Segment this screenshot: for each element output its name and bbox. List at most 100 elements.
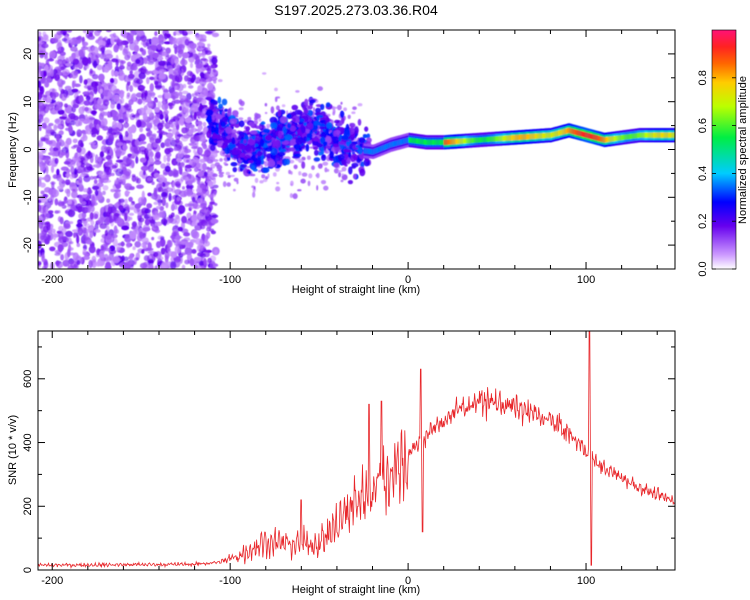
heatmap-band-cell xyxy=(656,132,658,138)
heatmap-noise-cell xyxy=(206,186,209,190)
heatmap-band-cell xyxy=(670,132,672,138)
heatmap-band-cell xyxy=(503,135,506,141)
heatmap-noise-cell xyxy=(341,166,347,172)
heatmap-band-cell xyxy=(486,136,488,143)
snr-y-label: SNR (10 * v/v) xyxy=(7,415,19,485)
heatmap-noise-cell xyxy=(197,170,204,176)
heatmap-noise-cell xyxy=(105,30,112,33)
heatmap-noise-cell xyxy=(77,139,84,147)
heatmap-noise-cell xyxy=(134,241,141,248)
heatmap-noise-cell xyxy=(131,175,137,182)
heatmap-band-cell xyxy=(553,131,556,137)
heatmap-band-cell xyxy=(394,140,397,147)
heatmap-signal-cell xyxy=(341,158,347,166)
heatmap-noise-cell xyxy=(191,74,196,81)
heatmap-noise-cell xyxy=(199,224,206,230)
heatmap-noise-cell xyxy=(151,133,157,137)
heatmap-band-cell xyxy=(657,132,659,138)
heatmap-noise-cell xyxy=(214,249,218,255)
heatmap-band-cell xyxy=(632,133,635,139)
heatmap-noise-cell xyxy=(116,142,124,146)
heatmap-noise-cell xyxy=(57,78,64,88)
heatmap-noise-cell xyxy=(71,190,78,199)
heatmap-band-cell xyxy=(640,132,642,138)
heatmap-noise-cell xyxy=(56,30,63,36)
heatmap-signal-cell xyxy=(303,104,307,111)
heatmap-noise-cell xyxy=(139,127,144,133)
heatmap-noise-cell xyxy=(204,72,209,80)
heatmap-noise-cell xyxy=(74,119,81,127)
heatmap-noise-cell xyxy=(177,151,184,159)
heatmap-noise-cell xyxy=(126,92,131,98)
x-tick-label: -200 xyxy=(41,274,63,286)
heatmap-noise-cell xyxy=(62,31,67,36)
heatmap-noise-cell xyxy=(163,155,167,163)
heatmap-noise-cell xyxy=(78,118,86,123)
heatmap-noise-cell xyxy=(198,42,206,47)
heatmap-noise-cell xyxy=(202,246,207,254)
heatmap-signal-cell xyxy=(248,121,255,127)
heatmap-band-cell xyxy=(559,130,561,136)
heatmap-noise-cell xyxy=(253,186,256,190)
heatmap-noise-cell xyxy=(193,111,197,120)
x-tick-label: 0 xyxy=(405,575,411,587)
heatmap-noise-cell xyxy=(75,166,79,170)
heatmap-noise-cell xyxy=(152,214,160,221)
heatmap-signal-cell xyxy=(231,129,237,134)
heatmap-noise-cell xyxy=(52,147,59,152)
heatmap-noise-cell xyxy=(76,259,81,266)
heatmap-noise-cell xyxy=(181,264,186,269)
heatmap-signal-cell xyxy=(332,143,340,148)
heatmap-noise-cell xyxy=(38,114,44,123)
heatmap-noise-cell xyxy=(158,60,166,67)
heatmap-noise-cell xyxy=(38,105,43,112)
heatmap-signal-cell xyxy=(210,127,216,133)
heatmap-signal-cell xyxy=(287,123,292,129)
heatmap-band-cell xyxy=(527,134,529,140)
heatmap-noise-cell xyxy=(147,250,156,254)
heatmap-band-cell xyxy=(445,139,448,145)
heatmap-noise-cell xyxy=(202,162,207,171)
heatmap-signal-cell xyxy=(357,147,363,155)
heatmap-noise-cell xyxy=(39,62,46,67)
heatmap-noise-cell xyxy=(152,52,159,59)
heatmap-noise-cell xyxy=(77,62,84,70)
heatmap-noise-cell xyxy=(170,122,176,129)
heatmap-noise-cell xyxy=(233,188,236,192)
heatmap-band-cell xyxy=(494,136,497,142)
heatmap-band-cell xyxy=(367,148,370,154)
heatmap-signal-cell xyxy=(231,137,236,144)
heatmap-noise-cell xyxy=(174,235,182,240)
heatmap-noise-cell xyxy=(143,255,150,262)
heatmap-noise-cell xyxy=(123,31,127,39)
heatmap-band-cell xyxy=(550,132,552,138)
heatmap-band-cell xyxy=(446,139,449,145)
heatmap-band-cell xyxy=(467,138,469,144)
heatmap-noise-cell xyxy=(97,39,106,47)
heatmap-noise-cell xyxy=(161,120,165,124)
heatmap-noise-cell xyxy=(168,128,172,132)
heatmap-noise-cell xyxy=(38,220,44,229)
heatmap-noise-cell xyxy=(172,55,177,59)
heatmap-noise-cell xyxy=(96,135,104,141)
heatmap-noise-cell xyxy=(38,261,42,266)
heatmap-noise-cell xyxy=(76,242,81,248)
heatmap-noise-cell xyxy=(199,239,204,244)
heatmap-noise-cell xyxy=(129,203,135,210)
heatmap-noise-cell xyxy=(172,115,180,123)
heatmap-noise-cell xyxy=(102,190,106,196)
heatmap-noise-cell xyxy=(202,121,207,127)
heatmap-noise-cell xyxy=(117,177,123,183)
heatmap-noise-cell xyxy=(113,39,119,43)
heatmap-noise-cell xyxy=(179,59,188,66)
heatmap-noise-cell xyxy=(182,134,191,139)
heatmap-noise-cell xyxy=(340,179,344,183)
heatmap-signal-cell xyxy=(265,134,272,141)
heatmap-band-cell xyxy=(609,136,611,142)
heatmap-signal-cell xyxy=(353,154,358,161)
heatmap-band-cell xyxy=(496,136,498,142)
heatmap-noise-cell xyxy=(332,108,336,115)
heatmap-noise-cell xyxy=(146,247,154,251)
heatmap-band-cell xyxy=(398,139,401,146)
heatmap-noise-cell xyxy=(87,190,92,195)
